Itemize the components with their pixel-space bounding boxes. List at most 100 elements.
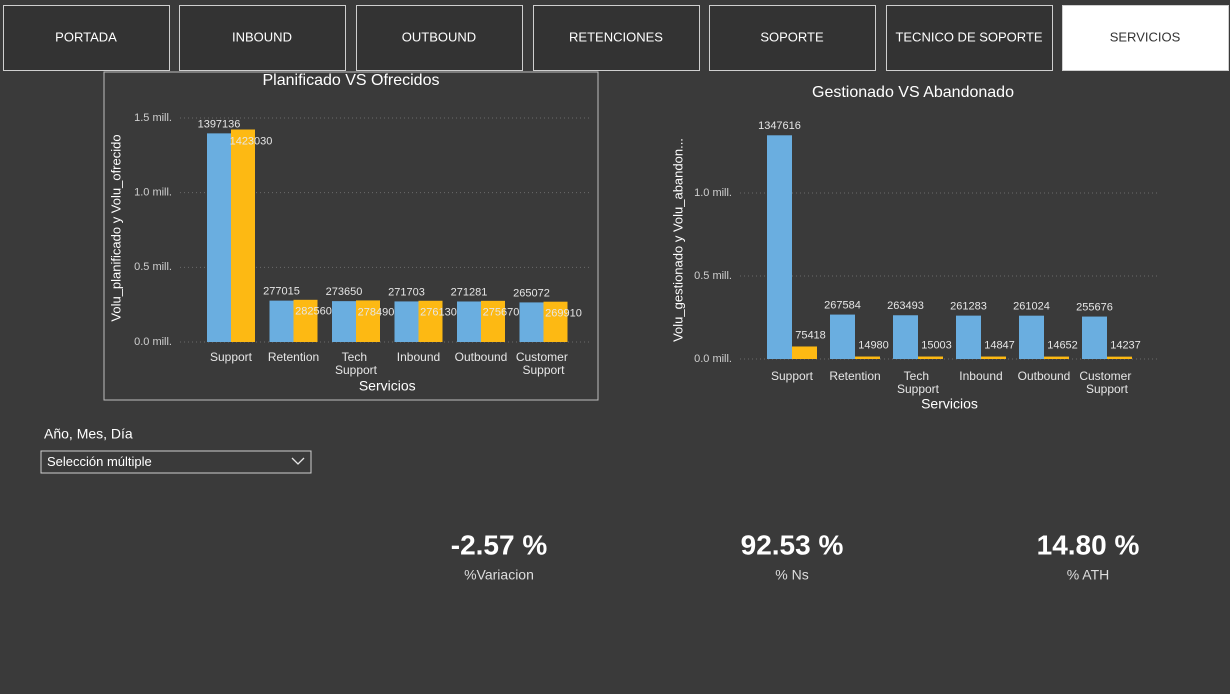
- data-label: 275670: [483, 307, 520, 319]
- bar: [207, 133, 231, 342]
- bar: [1044, 356, 1069, 359]
- nav-tab[interactable]: [709, 5, 876, 71]
- nav-tab-label: SERVICIOS: [1110, 29, 1181, 44]
- data-label: 261283: [950, 301, 987, 313]
- x-tick-label: Support: [771, 369, 814, 383]
- bar: [1107, 356, 1132, 359]
- data-label: 261024: [1013, 301, 1050, 313]
- data-label: 1423030: [230, 135, 273, 147]
- bar: [418, 300, 443, 342]
- data-label: 75418: [795, 329, 826, 341]
- bar: [792, 346, 817, 359]
- bar: [356, 300, 380, 342]
- x-tick-label: Inbound: [397, 350, 440, 364]
- data-label: 1397136: [198, 118, 241, 130]
- data-label: 265072: [513, 287, 550, 299]
- nav-tab-label: PORTADA: [55, 29, 117, 44]
- y-axis-label: Volu_planificado y Volu_ofrecido: [108, 134, 123, 321]
- y-tick-label: 0.0 mill.: [694, 353, 732, 365]
- data-label: 278490: [358, 306, 395, 318]
- data-label: 271703: [388, 286, 425, 298]
- nav-tab[interactable]: [533, 5, 700, 71]
- x-tick-label: Retention: [829, 369, 880, 383]
- data-label: 14980: [858, 339, 889, 351]
- bar: [293, 299, 318, 342]
- slicer-dropdown[interactable]: [40, 450, 312, 474]
- y-tick-label: 0.5 mill.: [134, 261, 172, 273]
- x-tick-label: Outbound: [455, 350, 508, 364]
- bar: [855, 356, 880, 359]
- x-tick-label: Customer Support: [1079, 369, 1134, 396]
- x-tick-label: Customer Support: [516, 350, 571, 377]
- bar: [918, 356, 943, 359]
- data-label: 273650: [326, 286, 363, 298]
- chart-title: Gestionado VS Abandonado: [812, 84, 1014, 101]
- y-tick-label: 1.0 mill.: [134, 187, 172, 199]
- nav-tab[interactable]: [356, 5, 523, 71]
- y-tick-label: 1.5 mill.: [134, 112, 172, 124]
- nav-tab-label: RETENCIONES: [569, 29, 663, 44]
- nav-tab-label: TECNICO DE SOPORTE: [895, 29, 1042, 44]
- data-label: 15003: [921, 339, 952, 351]
- x-tick-label: Support: [210, 350, 253, 364]
- data-label: 271281: [451, 286, 488, 298]
- bar: [981, 356, 1006, 359]
- data-label: 277015: [263, 286, 300, 298]
- bar: [231, 129, 255, 342]
- data-label: 276130: [420, 307, 457, 319]
- bar: [893, 315, 918, 359]
- dropdown-chevron: [291, 457, 305, 465]
- x-axis-label: Servicios: [359, 378, 416, 394]
- bar: [332, 301, 356, 342]
- bar: [481, 300, 505, 342]
- data-label: 14847: [984, 339, 1015, 351]
- x-axis-label: Servicios: [921, 396, 978, 412]
- bar: [519, 302, 544, 342]
- y-axis-label: Volu_gestionado y Volu_abandon...: [670, 138, 685, 342]
- bar: [394, 301, 419, 342]
- kpi-label: % ATH: [1067, 567, 1110, 583]
- kpi-label: % Ns: [775, 567, 808, 583]
- slicer-label: Año, Mes, Día: [44, 426, 133, 442]
- nav-tab[interactable]: [179, 5, 346, 71]
- bar: [1082, 316, 1107, 359]
- bar: [956, 315, 981, 359]
- data-label: 263493: [887, 300, 924, 312]
- data-label: 255676: [1076, 301, 1113, 313]
- nav-tab[interactable]: [1062, 5, 1229, 71]
- data-label: 282560: [295, 306, 332, 318]
- bar: [1019, 315, 1044, 359]
- data-label: 14652: [1047, 339, 1078, 351]
- nav-tab-label: OUTBOUND: [402, 29, 476, 44]
- x-tick-label: Inbound: [959, 369, 1002, 383]
- nav-tab[interactable]: [886, 5, 1053, 71]
- data-label: 269910: [545, 308, 582, 320]
- kpi-value: -2.57 %: [451, 529, 548, 560]
- data-label: 14237: [1110, 340, 1141, 352]
- nav-tab[interactable]: [3, 5, 170, 71]
- bar: [269, 300, 294, 342]
- slicer-value: Selección múltiple: [47, 454, 152, 469]
- kpi-value: 14.80 %: [1037, 529, 1140, 560]
- x-tick-label: Retention: [268, 350, 319, 364]
- kpi-label: %Variacion: [464, 567, 534, 583]
- y-tick-label: 0.0 mill.: [134, 336, 172, 348]
- x-tick-label: Tech Support: [897, 369, 940, 396]
- y-tick-label: 1.0 mill.: [694, 187, 732, 199]
- chart-frame: [103, 71, 599, 401]
- y-tick-label: 0.5 mill.: [694, 270, 732, 282]
- nav-tab-label: INBOUND: [232, 29, 292, 44]
- x-tick-label: Tech Support: [335, 350, 378, 377]
- nav-tab-label: SOPORTE: [760, 29, 824, 44]
- kpi-value: 92.53 %: [741, 529, 844, 560]
- bar: [830, 314, 855, 359]
- data-label: 267584: [824, 299, 861, 311]
- bar: [457, 301, 481, 342]
- data-label: 1347616: [758, 120, 801, 132]
- bar: [543, 301, 568, 342]
- chart-title: Planificado VS Ofrecidos: [263, 72, 440, 89]
- x-tick-label: Outbound: [1018, 369, 1071, 383]
